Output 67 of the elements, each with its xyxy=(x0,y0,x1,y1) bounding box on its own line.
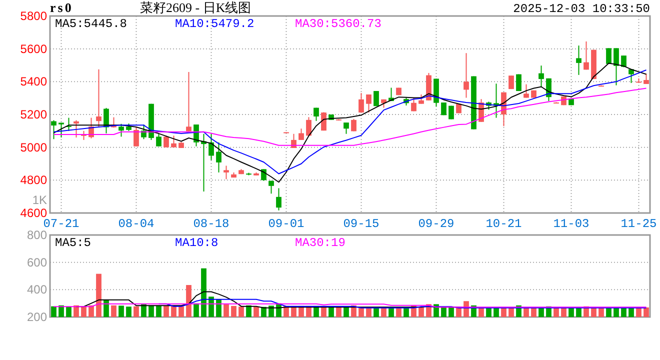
text: MA30:19 xyxy=(295,236,346,250)
x-tick-label: 11-03 xyxy=(553,217,590,231)
candlestick xyxy=(96,68,102,128)
y-tick-label: 4800 xyxy=(20,173,48,188)
candlestick xyxy=(366,94,372,114)
y-tick-label: 5400 xyxy=(20,74,48,89)
candlestick xyxy=(156,133,162,147)
candlestick xyxy=(524,84,529,98)
y-tick-label: 200 xyxy=(26,310,48,324)
text: 1K xyxy=(32,193,47,207)
candlestick xyxy=(644,73,649,84)
x-tick-label: 10-21 xyxy=(486,217,522,231)
y-tick-label: 800 xyxy=(26,228,48,242)
x-tick-label: 08-04 xyxy=(118,217,154,231)
candlestick xyxy=(58,122,64,138)
candlestick xyxy=(216,142,222,173)
candlestick xyxy=(508,75,514,90)
candlestick xyxy=(606,48,612,64)
text: rs0 xyxy=(50,0,74,15)
text: 2025-12-03 10:33:50 xyxy=(513,2,650,16)
candlestick xyxy=(74,120,79,138)
candlestick xyxy=(614,48,619,86)
candlestick xyxy=(134,126,139,147)
text: MA10:5479.2 xyxy=(175,17,254,31)
x-tick-label: 07-21 xyxy=(43,217,80,231)
chart-title: 菜籽2609 - 日K线图 xyxy=(140,0,252,15)
candlestick xyxy=(118,123,124,138)
y-tick-label: 5000 xyxy=(20,140,48,154)
text: MA5:5445.8 xyxy=(55,17,128,31)
y-tick-label: 5600 xyxy=(20,42,48,56)
candlestick xyxy=(351,118,356,132)
candlestick xyxy=(538,65,544,88)
candlestick xyxy=(464,52,469,98)
candlestick xyxy=(628,68,634,84)
x-tick-label: 09-15 xyxy=(343,217,380,231)
candlestick xyxy=(584,40,589,70)
candlestick xyxy=(448,105,454,120)
candlestick xyxy=(441,102,446,116)
candlestick xyxy=(186,71,192,132)
candlestick xyxy=(268,180,274,194)
text: MA10:8 xyxy=(175,236,218,250)
x-tick-label: 08-18 xyxy=(193,217,230,231)
candlestick xyxy=(314,107,319,122)
y-tick-label: 600 xyxy=(26,255,48,270)
y-tick-label: 400 xyxy=(26,282,48,297)
x-tick-label: 09-01 xyxy=(268,217,304,231)
y-tick-label: 5800 xyxy=(20,9,48,23)
candlestick xyxy=(276,188,282,211)
candlestick xyxy=(104,107,109,134)
candlestick xyxy=(576,45,582,76)
text: MA5:5 xyxy=(55,236,92,250)
candlestick xyxy=(224,165,229,180)
candlestick xyxy=(418,94,424,104)
text: MA30:5360.73 xyxy=(295,17,382,31)
x-tick-label: 11-25 xyxy=(620,217,657,231)
candlestick xyxy=(358,92,364,114)
candlestick xyxy=(298,128,304,140)
candlestick xyxy=(306,116,312,136)
y-tick-label: 4600 xyxy=(20,206,48,220)
candlestick xyxy=(164,135,169,148)
x-tick-label: 09-29 xyxy=(418,217,454,231)
candlestick xyxy=(208,133,214,161)
candlestick xyxy=(171,135,176,148)
candlestick xyxy=(374,90,379,107)
y-tick-label: 5200 xyxy=(20,108,48,122)
candlestick xyxy=(344,122,349,134)
candlestick xyxy=(51,120,56,140)
